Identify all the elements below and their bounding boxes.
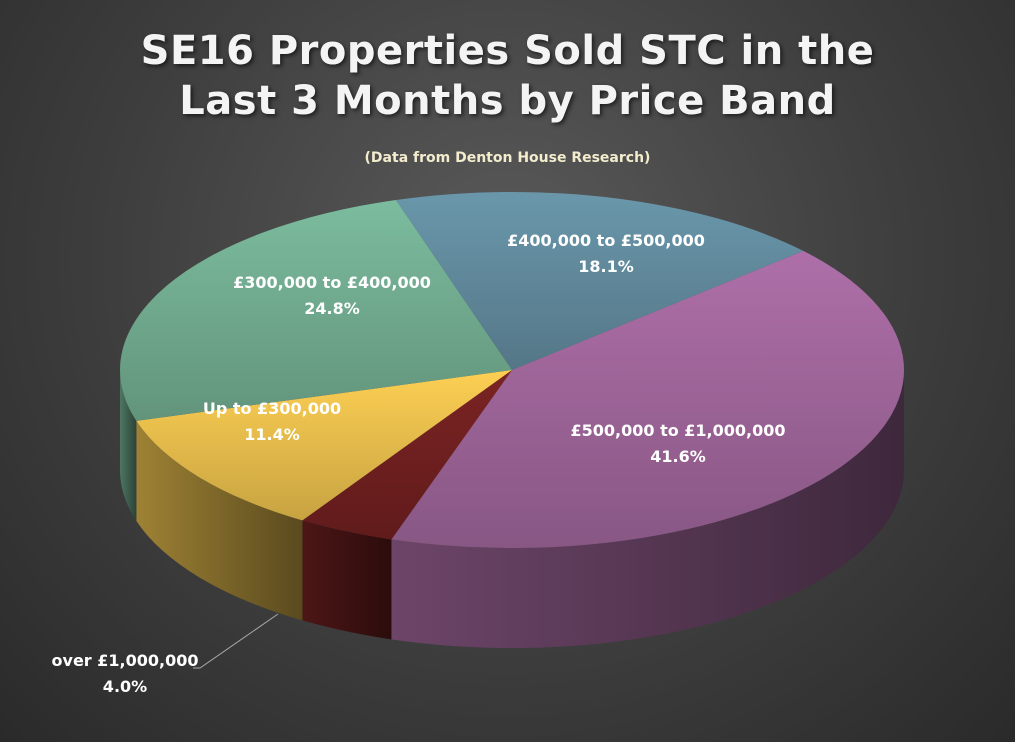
value-label: 24.8% — [304, 299, 360, 318]
pie-slice-side — [120, 370, 137, 521]
category-label: £300,000 to £400,000 — [233, 273, 431, 292]
value-label: 18.1% — [578, 257, 634, 276]
pie-slice-side — [302, 520, 392, 640]
chart-subtitle: (Data from Denton House Research) — [364, 150, 651, 166]
value-label: 41.6% — [650, 447, 706, 466]
pie-slice — [136, 370, 513, 521]
pie-slice-side — [391, 370, 905, 648]
pie-slice — [120, 199, 512, 421]
slice-label-400k-500k: £400,000 to £500,000 18.1% — [507, 228, 705, 280]
value-label: 11.4% — [244, 425, 300, 444]
pie-slice — [302, 370, 512, 540]
slice-label-300k-400k: £300,000 to £400,000 24.8% — [233, 270, 431, 322]
title-line-1: SE16 Properties Sold STC in the — [140, 28, 875, 74]
category-label: over £1,000,000 — [51, 651, 199, 670]
pie-slice — [395, 192, 804, 370]
category-label: £500,000 to £1,000,000 — [570, 421, 786, 440]
category-label: £400,000 to £500,000 — [507, 231, 705, 250]
slice-label-over-1m: over £1,000,000 4.0% — [52, 648, 199, 700]
title-line-2: Last 3 Months by Price Band — [179, 78, 836, 124]
leader-line — [193, 613, 279, 669]
category-label: Up to £300,000 — [202, 399, 342, 418]
value-label: 4.0% — [102, 677, 148, 696]
pie-slice — [391, 250, 904, 548]
slice-label-up-to-300k: Up to £300,000 11.4% — [203, 396, 341, 448]
chart-title: SE16 Properties Sold STC in the Last 3 M… — [0, 26, 1015, 126]
slice-label-500k-1m: £500,000 to £1,000,000 41.6% — [570, 418, 785, 470]
pie-slice-side — [136, 420, 303, 621]
